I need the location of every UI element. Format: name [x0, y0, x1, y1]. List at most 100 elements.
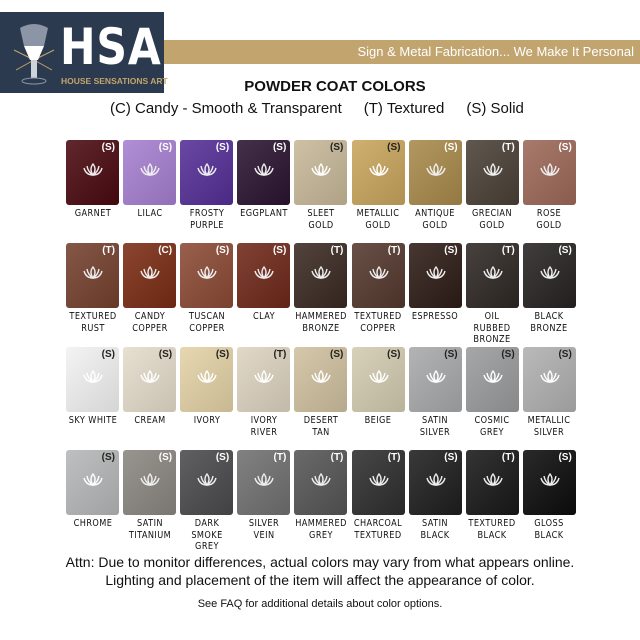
tagline-band: Sign & Metal Fabrication... We Make It P…	[164, 40, 640, 64]
finish-type-badge: (S)	[215, 349, 230, 360]
color-swatch[interactable]: (S)	[522, 347, 576, 412]
finish-type-badge: (S)	[330, 142, 344, 153]
color-swatch[interactable]: (S)	[408, 243, 462, 308]
color-name-label: SATIN SILVER	[419, 415, 451, 438]
color-name-label: BEIGE	[364, 415, 392, 426]
finish-type-badge: (S)	[444, 245, 458, 256]
lotus-icon	[254, 369, 274, 384]
color-name-label: TEXTURED RUST	[68, 311, 117, 334]
finish-type-badge: (S)	[558, 245, 572, 256]
lotus-icon	[483, 472, 503, 487]
finish-type-badge: (T)	[330, 245, 344, 256]
finish-type-badge: (S)	[558, 349, 572, 360]
lotus-icon	[311, 472, 332, 487]
lotus-icon	[368, 265, 389, 280]
lotus-icon	[368, 472, 389, 487]
color-name-label: DESERT TAN	[303, 415, 339, 438]
color-swatch[interactable]: (T)	[465, 450, 519, 515]
finish-type-badge: (T)	[387, 452, 401, 463]
color-name-label: LILAC	[137, 208, 163, 219]
color-swatch[interactable]: (S)	[522, 243, 576, 308]
color-swatch[interactable]: (T)	[351, 450, 405, 515]
lotus-icon	[254, 472, 274, 487]
finish-type-badge: (S)	[387, 142, 401, 153]
lotus-icon	[140, 369, 160, 384]
lotus-icon	[254, 162, 274, 177]
finish-type-badge: (S)	[558, 142, 572, 153]
lotus-icon	[140, 265, 160, 280]
color-swatch[interactable]: (S)	[123, 140, 177, 205]
color-name-label: FROSTY PURPLE	[189, 208, 224, 231]
hsa-logo: HSA HOUSE SENSATIONS ART	[0, 12, 168, 93]
color-swatch[interactable]: (S)	[180, 347, 234, 412]
finish-type-badge: (T)	[273, 349, 287, 360]
finish-type-badge: (S)	[158, 142, 173, 153]
color-swatch[interactable]: (S)	[66, 347, 119, 412]
color-swatch[interactable]: (T)	[66, 243, 119, 308]
lotus-icon	[425, 472, 446, 487]
finish-type-badge: (S)	[101, 349, 115, 360]
color-swatch[interactable]: (T)	[351, 243, 405, 308]
finish-type-badge: (S)	[387, 349, 401, 360]
color-swatch[interactable]: (S)	[237, 243, 291, 308]
color-swatch[interactable]: (S)	[408, 140, 462, 205]
disclaimer-line-1: Attn: Due to monitor differences, actual…	[65, 554, 575, 570]
color-swatch[interactable]: (T)	[465, 140, 519, 205]
color-swatch[interactable]: (S)	[294, 347, 348, 412]
color-name-label: TUSCAN COPPER	[188, 311, 225, 334]
finish-type-badge: (S)	[215, 452, 230, 463]
color-swatch[interactable]: (S)	[522, 140, 576, 205]
lotus-icon	[483, 162, 503, 177]
color-swatch[interactable]: (S)	[123, 450, 177, 515]
color-swatch[interactable]: (S)	[66, 140, 119, 205]
color-swatch[interactable]: (T)	[294, 450, 348, 515]
faq-note: See FAQ for additional details about col…	[197, 598, 443, 610]
color-name-label: IVORY	[193, 415, 220, 426]
color-swatch[interactable]: (S)	[180, 450, 234, 515]
color-name-label: ROSE GOLD	[536, 208, 562, 231]
color-swatch[interactable]: (S)	[123, 347, 177, 412]
color-swatch[interactable]: (T)	[294, 243, 348, 308]
color-name-label: GARNET	[74, 208, 111, 219]
lotus-icon	[83, 472, 103, 487]
color-swatch[interactable]: (S)	[408, 450, 462, 515]
color-name-label: SILVER VEIN	[248, 518, 279, 541]
color-swatch[interactable]: (S)	[408, 347, 462, 412]
finish-type-badge: (S)	[444, 142, 458, 153]
finish-type-badge: (S)	[272, 245, 287, 256]
color-swatch[interactable]: (T)	[237, 450, 291, 515]
color-swatch[interactable]: (S)	[180, 243, 234, 308]
finish-type-badge: (C)	[158, 245, 173, 256]
color-swatch[interactable]: (S)	[66, 450, 119, 515]
finish-type-badge: (S)	[215, 245, 230, 256]
color-swatch[interactable]: (S)	[522, 450, 576, 515]
lotus-icon	[83, 369, 103, 384]
lotus-icon	[425, 369, 446, 384]
finish-type-badge: (T)	[387, 245, 401, 256]
color-swatch[interactable]: (S)	[351, 140, 405, 205]
lotus-icon	[197, 265, 217, 280]
finish-type-badge: (S)	[330, 349, 344, 360]
color-swatch[interactable]: (S)	[465, 347, 519, 412]
color-name-label: CLAY	[252, 311, 275, 322]
color-swatch[interactable]: (S)	[351, 347, 405, 412]
color-swatch[interactable]: (S)	[237, 140, 291, 205]
finish-type-badge: (T)	[501, 142, 515, 153]
color-swatch[interactable]: (S)	[180, 140, 234, 205]
color-name-label: HAMMERED GREY	[295, 518, 347, 541]
finish-type-badge: (S)	[558, 452, 572, 463]
color-swatch[interactable]: (T)	[237, 347, 291, 412]
color-swatch[interactable]: (C)	[123, 243, 177, 308]
color-name-label: CREAM	[133, 415, 166, 426]
lotus-icon	[83, 265, 103, 280]
lotus-icon	[483, 265, 503, 280]
finish-type-badge: (S)	[158, 452, 173, 463]
lotus-icon	[311, 369, 332, 384]
lotus-icon	[483, 369, 503, 384]
finish-type-badge: (S)	[444, 452, 458, 463]
color-name-label: EGGPLANT	[239, 208, 288, 219]
color-swatch[interactable]: (S)	[294, 140, 348, 205]
lotus-icon	[368, 162, 389, 177]
color-name-label: CHROME	[73, 518, 112, 529]
color-swatch[interactable]: (T)	[465, 243, 519, 308]
